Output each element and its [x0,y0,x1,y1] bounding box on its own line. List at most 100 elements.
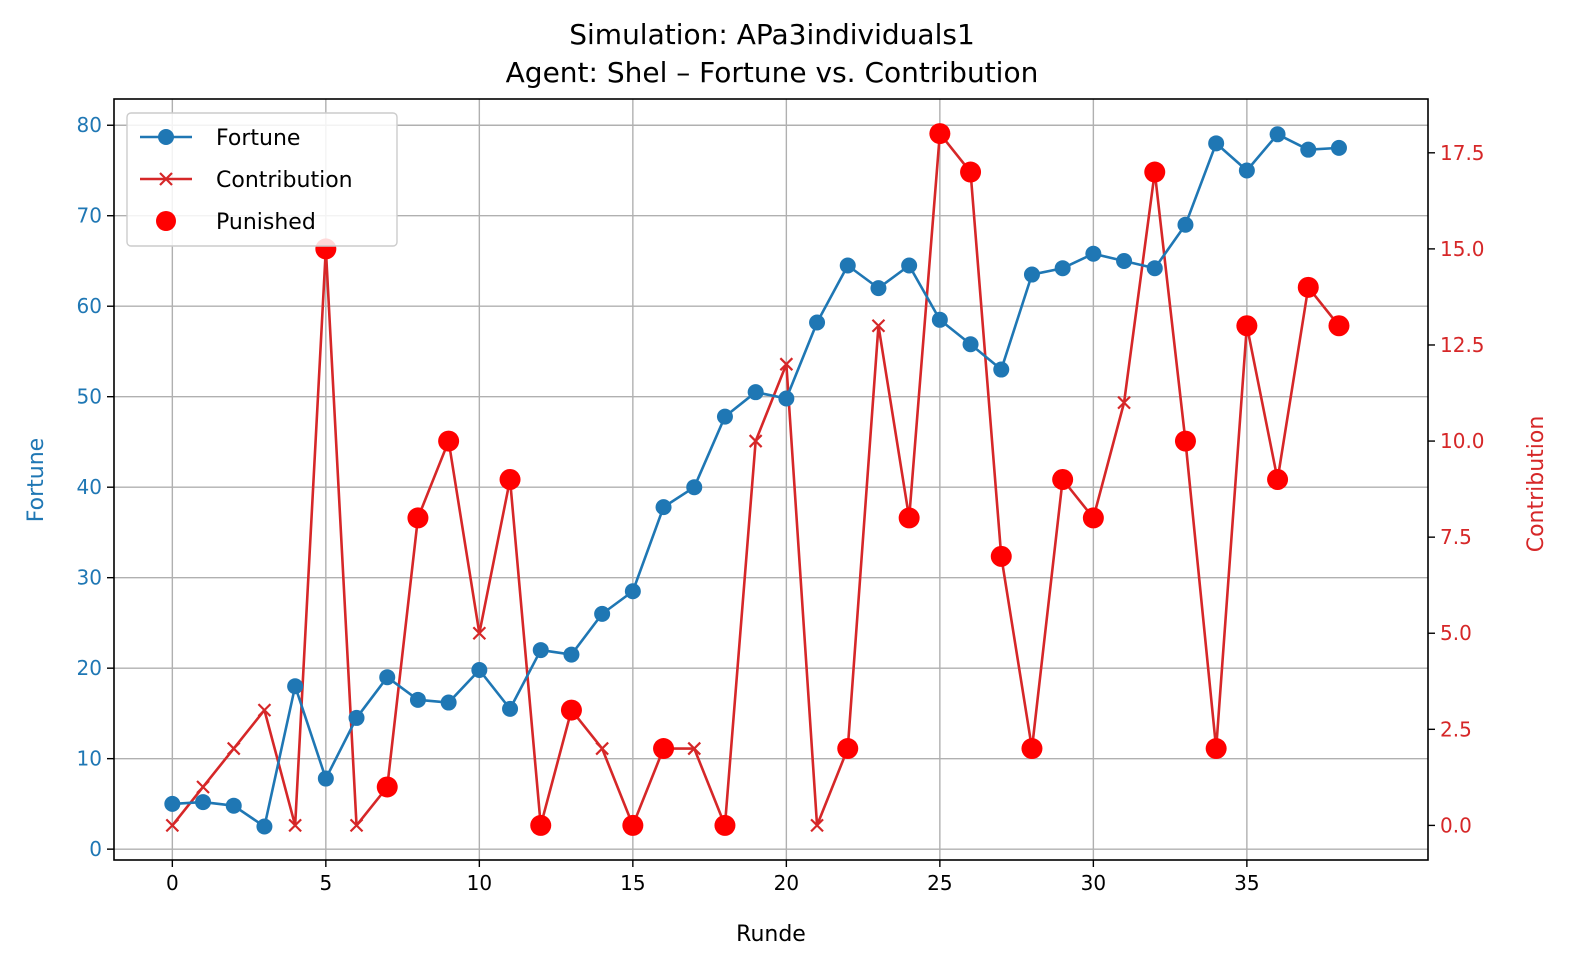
fortune-point [870,280,887,297]
contribution-point [257,703,272,717]
contribution-point [748,434,763,448]
punished-point [714,814,736,836]
fortune-point [409,691,426,708]
punished-point [1021,738,1043,760]
contribution-point [165,818,180,833]
punished-point [1174,430,1196,452]
legend-fortune-label: Fortune [216,126,300,151]
contribution-point [472,626,487,641]
fortune-point [901,257,918,274]
y-left-tick-label: 0 [89,837,102,861]
contribution-point [288,818,302,833]
chart-title-line-2: Agent: Shel – Fortune vs. Contribution [506,56,1039,89]
x-tick-label: 35 [1234,871,1259,895]
punished-point [898,507,920,529]
punished-point [990,545,1012,567]
fortune-point [256,818,273,835]
fortune-point [931,311,948,328]
y-right-tick-label: 2.5 [1440,717,1472,741]
punished-point [1328,315,1350,337]
y-right-tick-label: 10.0 [1440,429,1485,453]
chart-title-line-1: Simulation: APa3individuals1 [569,18,975,51]
x-tick-label: 20 [774,871,799,895]
fortune-point [225,797,242,814]
punished-point [560,699,582,721]
punished-point [622,814,644,836]
x-axis-label: Runde [736,922,806,947]
punished-point [837,738,859,760]
y-right-tick-label: 12.5 [1440,333,1485,357]
fortune-point [747,384,764,401]
fortune-point [1300,141,1317,158]
fortune-point [716,408,733,425]
fortune-point [962,336,979,353]
fortune-point [1054,260,1071,277]
fortune-point [532,642,549,659]
fortune-point [164,795,181,812]
punished-point [1236,315,1258,337]
x-tick-label: 30 [1081,871,1106,895]
legend-punished-marker [156,211,176,231]
contribution-point [196,780,210,794]
legend-box [126,112,398,247]
fortune-point [502,700,519,717]
x-tick-label: 0 [166,871,179,895]
y-axis-left: 0 10 20 30 40 50 60 70 80 [77,113,114,861]
y-axis-right-label: Contribution [1524,416,1549,553]
y-right-tick-label: 5.0 [1440,621,1472,645]
fortune-point [686,479,703,496]
punished-point [376,776,398,798]
punished-point [1267,469,1289,490]
contribution-point [349,818,364,833]
fortune-point [1023,266,1040,283]
x-axis: 0 5 10 15 20 25 30 35 [166,860,1260,895]
fortune-point [1269,126,1286,143]
y-axis-right: 0.0 2.5 5.0 7.5 10.0 12.5 15.0 17.5 [1428,141,1485,837]
fortune-point [993,361,1010,378]
fortune-point [809,314,826,331]
fortune-point [624,583,641,600]
contribution-point [226,741,241,756]
y-left-tick-label: 30 [77,566,102,590]
legend-contribution-marker [159,172,173,186]
punished-point [1052,469,1074,490]
punished-point [1205,738,1227,760]
y-axis-left-label: Fortune [24,438,49,522]
fortune-point [1238,162,1255,179]
fortune-point [563,646,580,663]
punished-point [407,507,429,529]
y-right-tick-label: 15.0 [1440,237,1485,261]
fortune-point [1085,245,1102,262]
punished-point [530,814,552,836]
y-left-tick-label: 70 [77,204,102,228]
punished-point [960,161,982,183]
fortune-point [195,794,212,811]
fortune-point [379,669,396,686]
y-right-tick-label: 0.0 [1440,813,1472,837]
y-right-tick-label: 7.5 [1440,525,1472,549]
legend: Fortune Contribution Punished [126,112,398,247]
legend-contribution-label: Contribution [216,168,353,193]
punished-point [1082,507,1104,529]
punished-point [499,469,521,490]
fortune-point [440,694,457,711]
contribution-point [871,318,886,333]
x-tick-label: 5 [319,871,332,895]
punished-point [438,430,460,452]
contribution-point [687,741,702,756]
punished-point [1144,161,1166,183]
plot-series [164,123,1350,836]
y-left-tick-label: 50 [77,385,102,409]
y-left-tick-label: 80 [77,113,102,137]
contribution-point [779,357,794,371]
punished-point [653,738,675,760]
fortune-point [1208,135,1225,152]
grid [114,99,1428,860]
punished-point [929,123,951,145]
x-tick-label: 10 [467,871,492,895]
fortune-point [655,499,672,516]
fortune-point [594,605,611,622]
fortune-point [778,390,795,407]
contribution-point [810,818,824,833]
